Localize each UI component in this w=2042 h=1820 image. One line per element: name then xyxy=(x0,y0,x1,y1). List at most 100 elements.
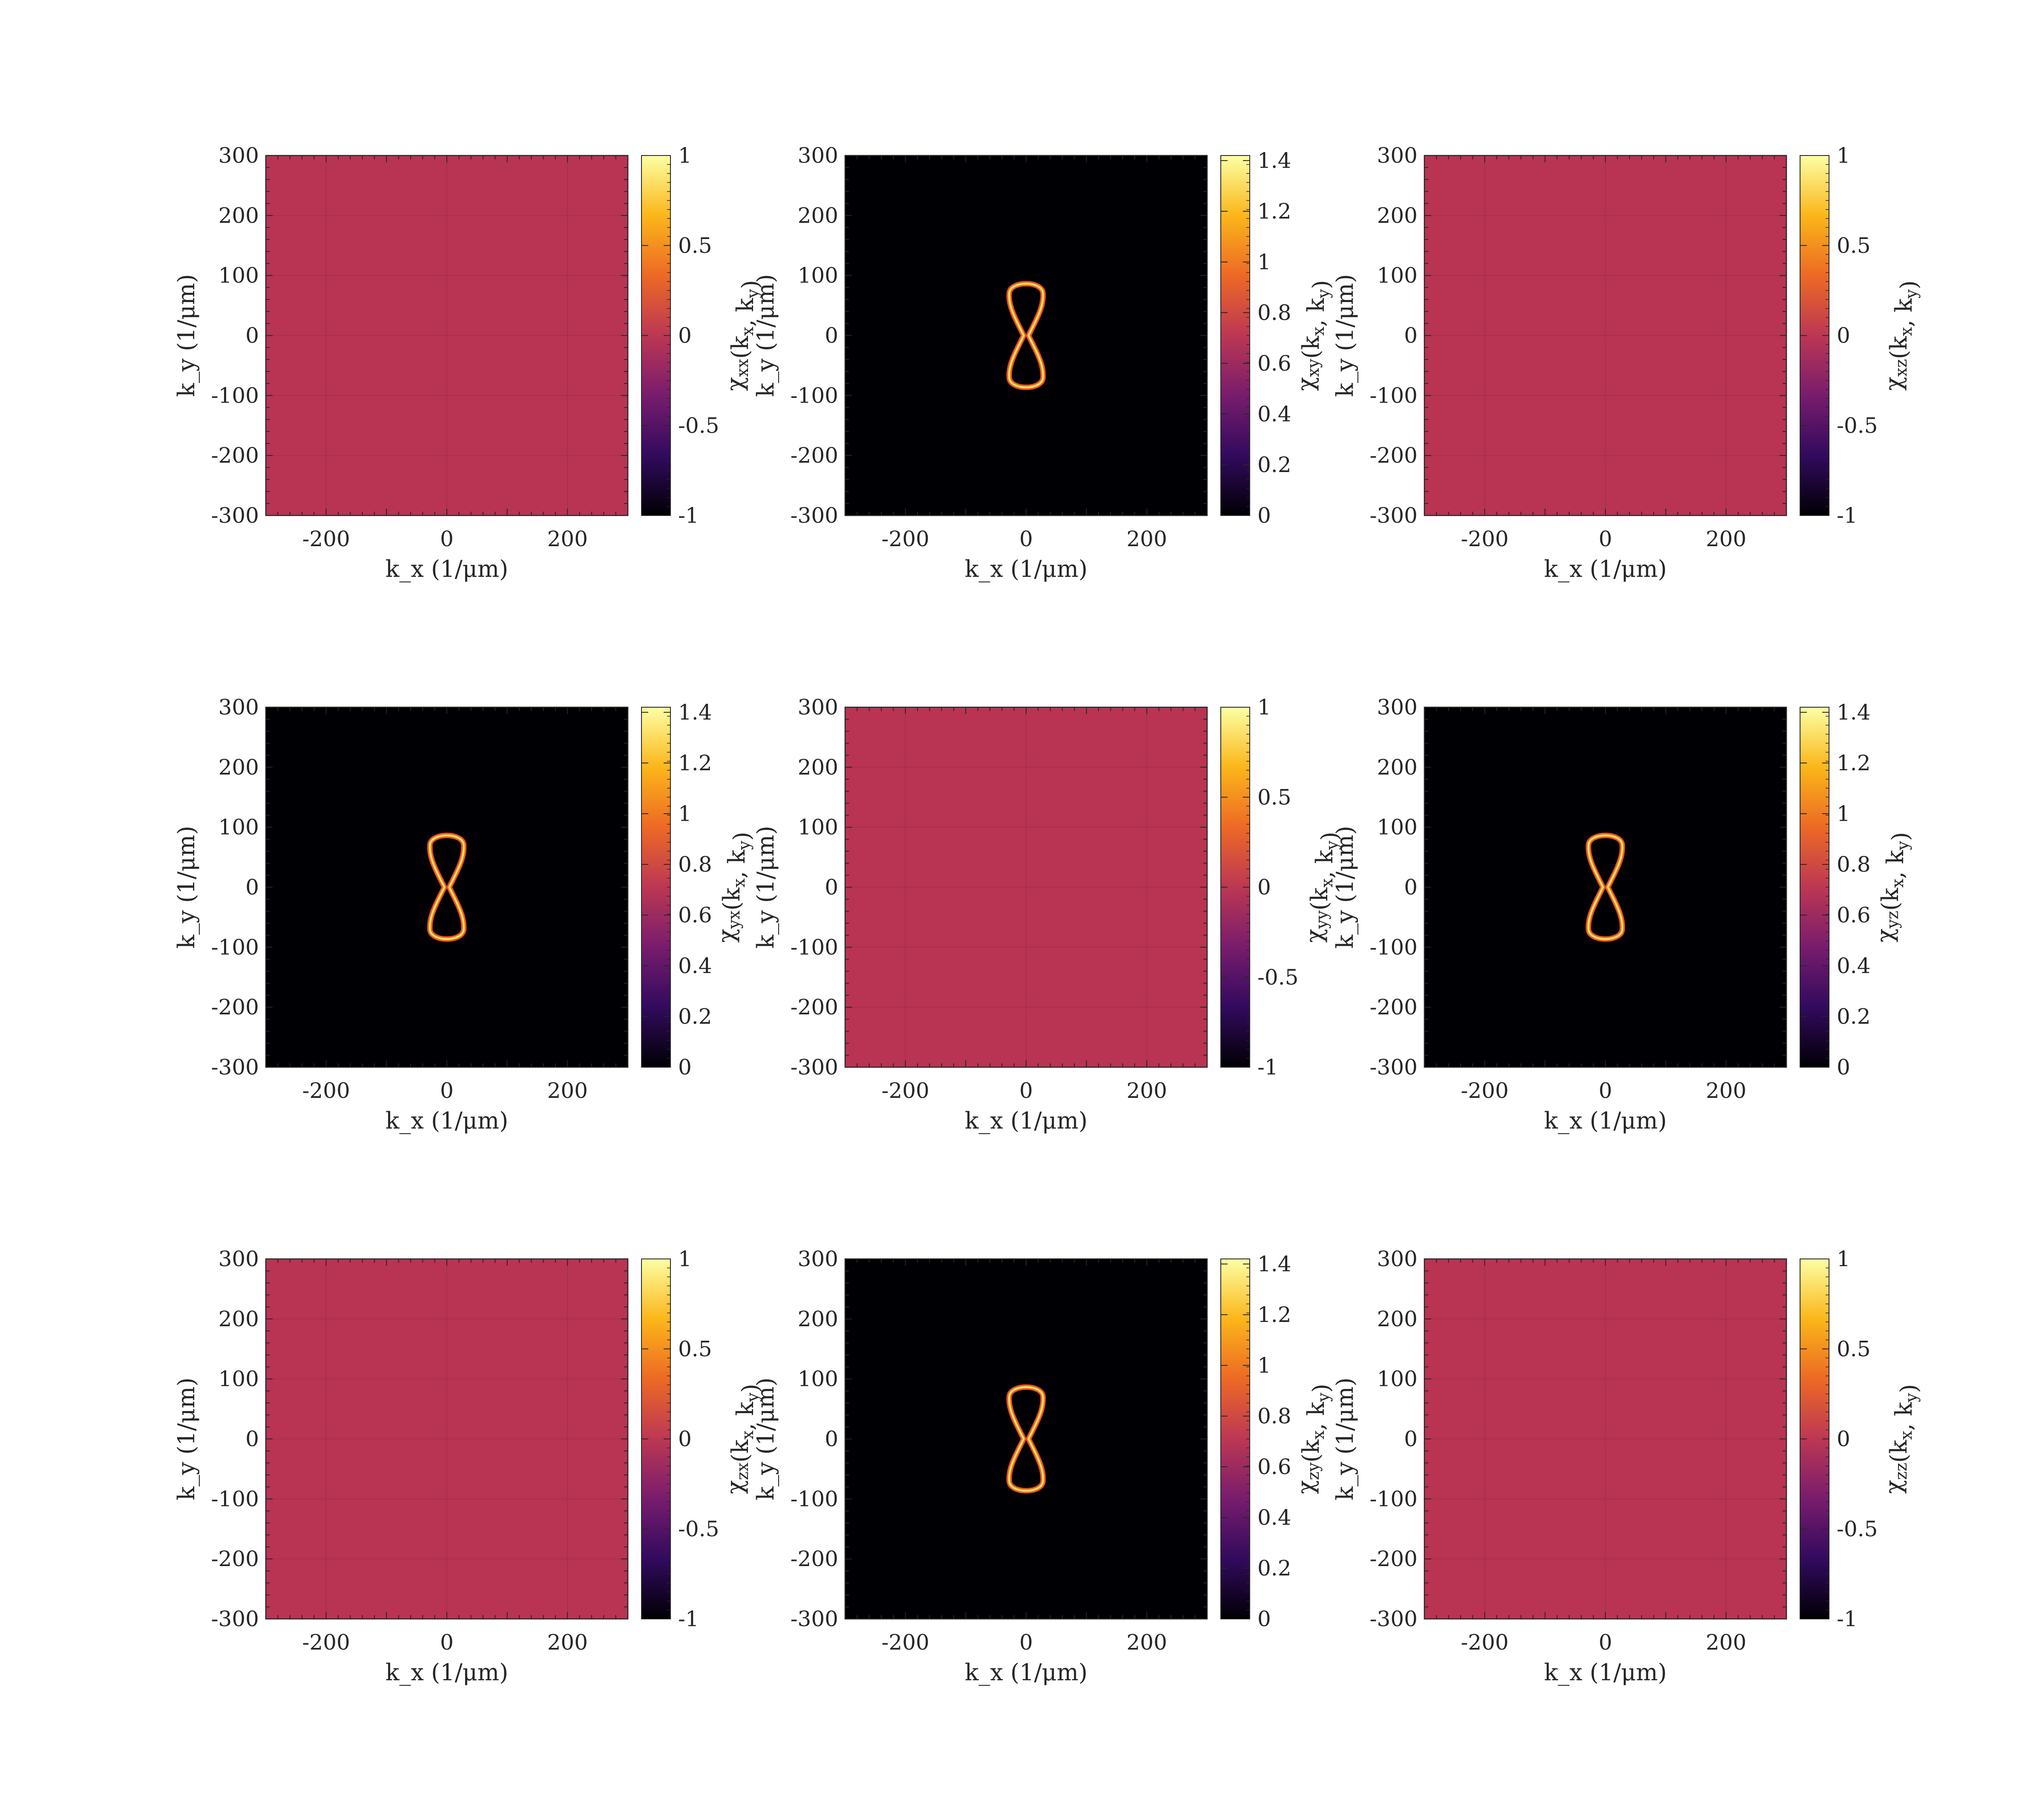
grid-lines xyxy=(845,707,1207,1067)
colorbar: -1 -0.5 0 0.5 1 χyy(kx, ky) xyxy=(1220,695,1343,1080)
y-tick-label: 0 xyxy=(245,875,259,900)
y-tick-label: 0 xyxy=(825,875,838,900)
colorbar-label-subscript: x xyxy=(738,1431,757,1440)
colorbar-label-part: (k xyxy=(1297,335,1324,359)
colorbar-label-part: (k xyxy=(1297,1439,1324,1463)
colorbar-tick-label: 1 xyxy=(1257,1353,1271,1378)
y-tick-label: 300 xyxy=(219,143,259,168)
y-tick-label: 200 xyxy=(1377,203,1418,228)
colorbar-label-subscript: y xyxy=(1902,1393,1921,1402)
y-tick-label: 300 xyxy=(1377,143,1418,168)
colorbar-gradient xyxy=(1800,707,1829,1067)
colorbar-label-part: ) xyxy=(1308,280,1334,289)
y-tick-label: -100 xyxy=(1370,1486,1418,1511)
colorbar-label-part: ) xyxy=(1308,1384,1334,1393)
y-axis-label: k_y (1/μm) xyxy=(1332,826,1358,948)
colorbar-tick-label: 0.4 xyxy=(1837,953,1871,978)
x-tick-label: 200 xyxy=(547,1630,588,1655)
colorbar-tick-label: 0 xyxy=(1257,503,1271,528)
grid-lines xyxy=(1424,707,1786,1067)
colorbar-tick-label: 1 xyxy=(678,143,692,168)
colorbar-tick-label: 0.8 xyxy=(678,852,712,877)
colorbar-label-part: , k xyxy=(732,298,759,327)
colorbar-label-subscript: xy xyxy=(1304,359,1323,377)
y-tick-label: 0 xyxy=(825,1427,838,1451)
colorbar-tick-label: 0 xyxy=(678,1055,692,1080)
colorbar-label-part: (k xyxy=(1306,887,1333,910)
y-tick-label: -100 xyxy=(791,1486,838,1511)
colorbar-tick-label: 0.4 xyxy=(678,953,712,978)
colorbar-label-subscript: y xyxy=(1323,841,1341,850)
y-tick-label: -300 xyxy=(1370,503,1418,528)
colorbar-label-part: ) xyxy=(728,832,755,841)
colorbar: 0 0.2 0.4 0.6 0.8 1 1.2 1.4 χxy(kx, ky) xyxy=(1220,148,1334,528)
y-tick-label: -100 xyxy=(1370,935,1418,959)
colorbar-label-part: ) xyxy=(1895,280,1922,289)
colorbar-label-part: χ xyxy=(722,377,748,391)
colorbar-tick-label: 0.2 xyxy=(678,1004,712,1029)
colorbar-tick-label: -0.5 xyxy=(1257,965,1298,990)
y-tick-label: 300 xyxy=(1377,1247,1418,1271)
x-axis-label: k_x (1/μm) xyxy=(965,556,1087,582)
subplot-chi-yz: -200 0 200 -300 -200 -100 0 100 200 300 k_x (1/μm)… xyxy=(1332,695,1914,1134)
colorbar-label-subscript: zz xyxy=(1892,1463,1910,1480)
subplot-chi-xx: -200 0 200 -300 -200 -100 0 100 200 300 k_x (1/μm)… xyxy=(173,143,764,582)
colorbar-label-subscript: x xyxy=(738,327,757,336)
y-axis-label: k_y (1/μm) xyxy=(752,826,779,948)
axis-ticks xyxy=(1424,1258,1787,1619)
colorbar-tick-label: -1 xyxy=(1837,503,1858,528)
colorbar-tick-label: 0 xyxy=(1837,1055,1850,1080)
colorbar-label-part: , k xyxy=(1303,1401,1329,1430)
x-tick-label: -200 xyxy=(881,527,929,551)
colorbar-label-part: χ xyxy=(722,1480,748,1494)
colorbar-label-subscript: yz xyxy=(1883,911,1902,929)
y-tick-label: -100 xyxy=(211,1486,259,1511)
x-tick-label: 0 xyxy=(1019,527,1033,551)
y-tick-label: 300 xyxy=(219,1247,259,1271)
x-axis-label: k_x (1/μm) xyxy=(965,1659,1087,1686)
colorbar-tick-label: -1 xyxy=(678,503,699,528)
x-tick-label: -200 xyxy=(1461,527,1508,551)
axis-ticks xyxy=(845,707,1208,1068)
x-tick-label: 200 xyxy=(547,1078,588,1103)
y-tick-label: 100 xyxy=(1377,1367,1418,1391)
colorbar-label-part: χ xyxy=(1880,1480,1907,1494)
y-axis-label: k_y (1/μm) xyxy=(173,274,200,397)
colorbar-tick-label: -0.5 xyxy=(1837,1517,1878,1541)
y-tick-label: -200 xyxy=(211,1546,259,1571)
colorbar-gradient xyxy=(641,707,670,1067)
colorbar-tick-label: 0 xyxy=(1257,1607,1271,1631)
y-tick-label: -100 xyxy=(791,383,838,408)
colorbar-label: χzy(kx, ky) xyxy=(1292,1384,1334,1494)
colorbar-label-subscript: zy xyxy=(1304,1462,1323,1480)
colorbar-label-subscript: x xyxy=(1309,1431,1328,1440)
y-tick-label: -100 xyxy=(791,935,838,959)
y-tick-label: 200 xyxy=(219,203,259,228)
y-tick-label: -200 xyxy=(211,995,259,1019)
subplot-chi-yx: -200 0 200 -300 -200 -100 0 100 200 300 k_x (1/μm)… xyxy=(173,695,755,1134)
y-tick-label: 100 xyxy=(219,815,259,840)
x-tick-label: 0 xyxy=(1599,1078,1612,1103)
colorbar-tick-label: 0 xyxy=(1257,875,1271,900)
colorbar-label-part: , k xyxy=(1890,1402,1917,1431)
y-tick-label: 100 xyxy=(1377,263,1418,288)
y-tick-label: 100 xyxy=(219,263,259,288)
y-axis-label: k_y (1/μm) xyxy=(173,826,200,948)
colorbar-label-part: ) xyxy=(737,1384,764,1393)
colorbar-tick-label: 0.8 xyxy=(1257,300,1291,325)
colorbar-tick-label: 1 xyxy=(1257,695,1271,720)
colorbar-label-part: , k xyxy=(723,850,750,878)
colorbar-label-part: , k xyxy=(1303,298,1329,327)
colorbar-tick-label: 0.5 xyxy=(1837,233,1871,258)
colorbar-tick-label: 1.4 xyxy=(1837,700,1871,725)
grid-lines xyxy=(845,1259,1207,1619)
x-tick-label: -200 xyxy=(881,1078,929,1103)
y-axis-label: k_y (1/μm) xyxy=(752,1377,779,1500)
colorbar-tick-label: 0.4 xyxy=(1257,1505,1291,1530)
colorbar-tick-label: 0 xyxy=(678,1427,692,1451)
colorbar-tick-label: -0.5 xyxy=(1837,413,1878,438)
colorbar-label: χyz(kx, ky) xyxy=(1872,832,1914,942)
y-tick-label: 0 xyxy=(245,323,259,348)
y-tick-label: -200 xyxy=(1370,995,1418,1019)
